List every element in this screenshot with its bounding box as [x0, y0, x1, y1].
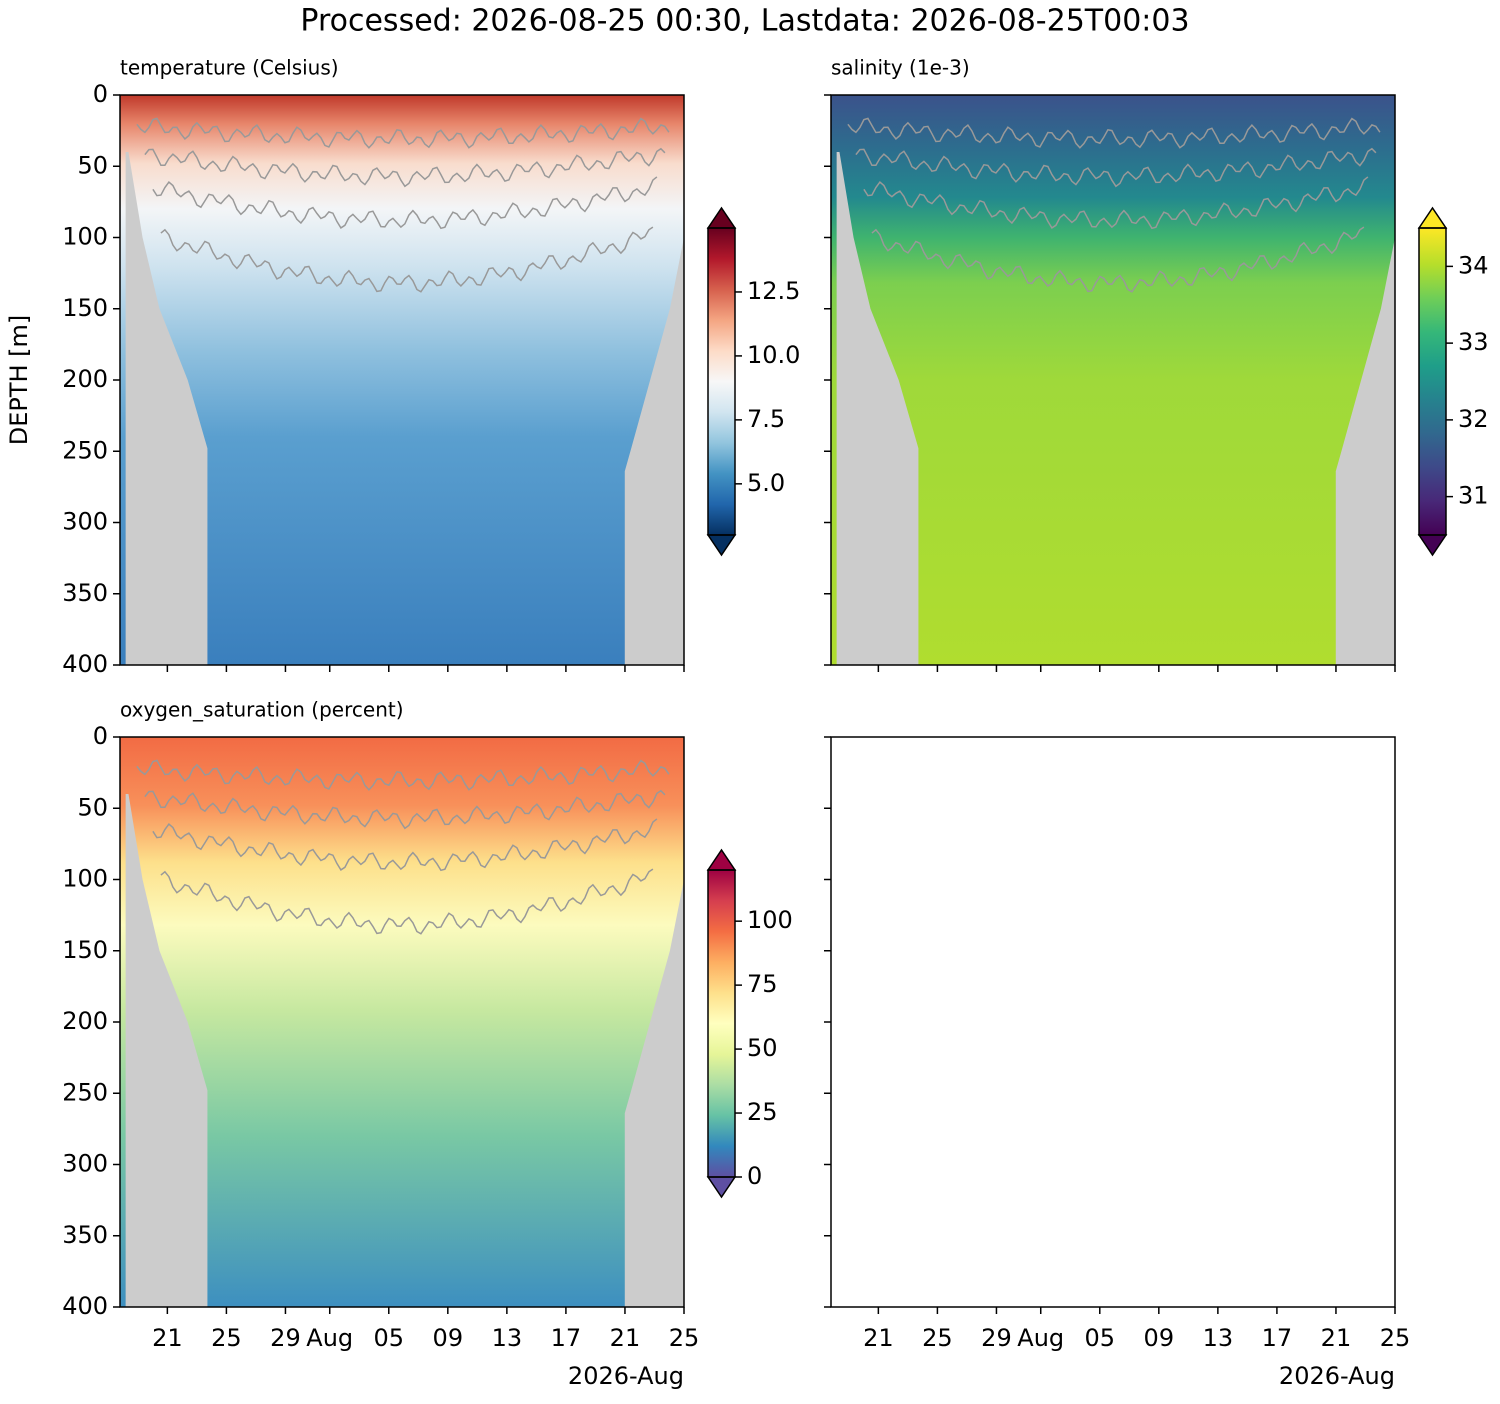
colorbar-extend — [706, 1176, 737, 1199]
contour-line — [144, 147, 666, 188]
colorbar-tick-label: 10.0 — [747, 341, 800, 369]
y-tick-label: 200 — [62, 1007, 108, 1035]
contour-line — [863, 176, 1369, 230]
x-tick-label: 09 — [1144, 1324, 1175, 1352]
colorbar-tick-label: 32 — [1458, 405, 1489, 433]
y-tick-label: 100 — [62, 223, 108, 251]
colorbar-tick-label: 5.0 — [747, 469, 785, 497]
contour-line — [152, 818, 658, 872]
y-tick-label: 50 — [77, 793, 108, 821]
x-tick-label: Aug — [1017, 1324, 1064, 1352]
colorbar-extend — [706, 534, 737, 557]
contour-line — [136, 759, 670, 791]
colorbar-extend — [1417, 534, 1448, 557]
x-tick-label: 13 — [492, 1324, 523, 1352]
y-tick-label: 200 — [62, 365, 108, 393]
y-tick-label: 0 — [93, 722, 108, 750]
y-tick-label: 300 — [62, 1150, 108, 1178]
colorbar-tick-label: 33 — [1458, 328, 1489, 356]
panel-title: salinity (1e-3) — [831, 56, 970, 80]
colorbar-frame — [1418, 227, 1447, 536]
x-tick-label: 21 — [863, 1324, 894, 1352]
x-tick-label: 17 — [551, 1324, 582, 1352]
colorbar-tick-label: 50 — [747, 1034, 778, 1062]
y-tick-label: 300 — [62, 508, 108, 536]
y-tick-label: 250 — [62, 436, 108, 464]
colorbar-tick-label: 25 — [747, 1098, 778, 1126]
x-tick-label: 25 — [922, 1324, 953, 1352]
contour-line — [847, 117, 1381, 149]
y-axis-label: DEPTH [m] — [5, 315, 33, 446]
x-tick-label: 13 — [1203, 1324, 1234, 1352]
x-offset-label: 2026-Aug — [1279, 1362, 1395, 1390]
x-tick-label: 25 — [669, 1324, 700, 1352]
y-tick-label: 150 — [62, 294, 108, 322]
y-tick-label: 350 — [62, 1221, 108, 1249]
colorbar — [708, 228, 735, 535]
y-tick-label: 100 — [62, 865, 108, 893]
colorbar — [1419, 228, 1446, 535]
contour-line — [144, 789, 666, 830]
colorbar-extend — [706, 848, 737, 871]
contour-line — [160, 868, 654, 935]
heatmap-field — [120, 737, 684, 1307]
x-offset-label: 2026-Aug — [568, 1362, 684, 1390]
colorbar-frame — [707, 227, 736, 536]
x-tick-label: 17 — [1262, 1324, 1293, 1352]
y-tick-label: 50 — [77, 151, 108, 179]
x-tick-label: 25 — [1380, 1324, 1411, 1352]
colorbar-tick-label: 12.5 — [747, 277, 800, 305]
x-tick-label: 05 — [374, 1324, 405, 1352]
x-tick-label: 21 — [1321, 1324, 1352, 1352]
heatmap-field — [120, 95, 684, 665]
y-tick-label: 400 — [62, 650, 108, 678]
x-tick-label: 29 — [270, 1324, 301, 1352]
contour-line — [871, 226, 1365, 293]
colorbar-frame — [707, 869, 736, 1178]
colorbar-tick-label: 75 — [747, 970, 778, 998]
y-tick-label: 150 — [62, 936, 108, 964]
heatmap-field — [831, 95, 1395, 665]
contour-line — [855, 147, 1377, 188]
figure-title: Processed: 2026-08-25 00:30, Lastdata: 2… — [300, 4, 1189, 39]
x-tick-label: 21 — [152, 1324, 183, 1352]
y-tick-label: 350 — [62, 579, 108, 607]
panel-title: oxygen_saturation (percent) — [120, 698, 404, 722]
contour-line — [152, 176, 658, 230]
colorbar-extend — [706, 206, 737, 229]
colorbar-tick-label: 7.5 — [747, 405, 785, 433]
y-tick-label: 250 — [62, 1078, 108, 1106]
panel-title: temperature (Celsius) — [120, 56, 339, 80]
colorbar — [708, 870, 735, 1177]
y-tick-label: 0 — [93, 80, 108, 108]
x-tick-label: 25 — [211, 1324, 242, 1352]
contour-line — [136, 117, 670, 149]
colorbar-tick-label: 0 — [747, 1162, 762, 1190]
x-tick-label: 21 — [610, 1324, 641, 1352]
colorbar-extend — [1417, 206, 1448, 229]
colorbar-tick-label: 34 — [1458, 251, 1489, 279]
x-tick-label: Aug — [306, 1324, 353, 1352]
x-tick-label: 29 — [981, 1324, 1012, 1352]
y-tick-label: 400 — [62, 1292, 108, 1320]
contour-line — [160, 226, 654, 293]
colorbar-tick-label: 100 — [747, 906, 793, 934]
colorbar-tick-label: 31 — [1458, 482, 1489, 510]
x-tick-label: 09 — [433, 1324, 464, 1352]
x-tick-label: 05 — [1085, 1324, 1116, 1352]
empty-panel — [831, 737, 1395, 1307]
